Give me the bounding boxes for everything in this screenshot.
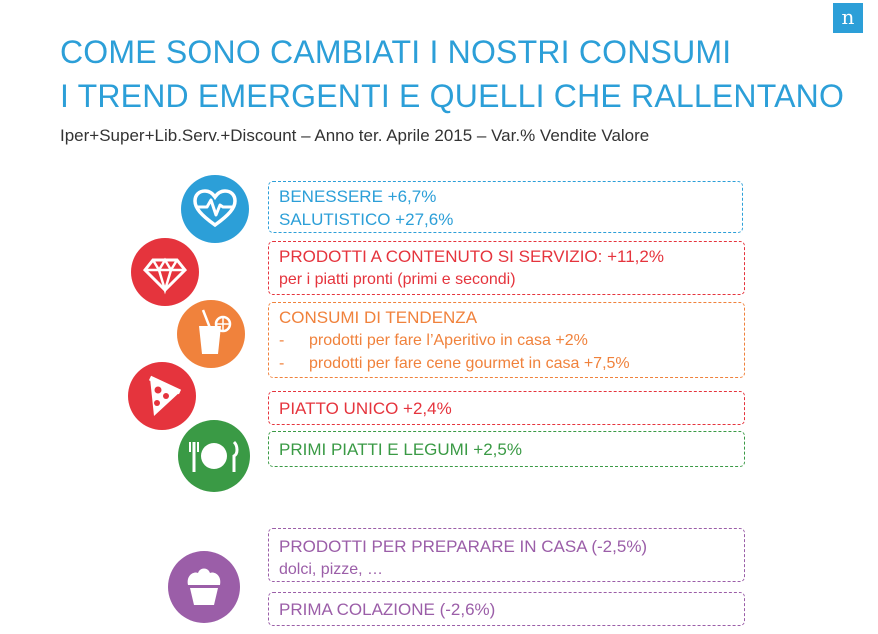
casa-box: PRODOTTI PER PREPARARE IN CASA (-2,5%) d…	[268, 528, 745, 582]
nielsen-logo: n	[833, 3, 863, 33]
casa-title: PRODOTTI PER PREPARARE IN CASA (-2,5%)	[279, 537, 648, 556]
tendenza-bullet-aperitivo: - prodotti per fare l’Aperitivo in casa +…	[279, 329, 734, 352]
drink-icon	[177, 300, 245, 368]
tendenza-box: CONSUMI DI TENDENZA - prodotti per fare l…	[268, 302, 745, 378]
benessere-label: BENESSERE +6,7%	[279, 187, 437, 206]
subtitle: Iper+Super+Lib.Serv.+Discount – Anno ter…	[60, 126, 650, 145]
title-line-1: COME SONO CAMBIATI I NOSTRI CONSUMI	[60, 34, 732, 70]
cupcake-icon	[168, 551, 240, 623]
bullet-dash: -	[279, 355, 285, 372]
tendenza-title: CONSUMI DI TENDENZA	[279, 308, 478, 327]
pizza-icon	[128, 362, 196, 430]
gourmet-text: prodotti per fare cene gourmet in casa +…	[309, 355, 630, 372]
colazione-box: PRIMA COLAZIONE (-2,6%)	[268, 592, 745, 626]
primi-label: PRIMI PIATTI E LEGUMI +2,5%	[279, 440, 522, 459]
title-line-2: I TREND EMERGENTI E QUELLI CHE RALLENTAN…	[60, 78, 845, 114]
heart-pulse-icon	[181, 175, 249, 243]
piatto-unico-box: PIATTO UNICO +2,4%	[268, 391, 745, 425]
bullet-dash: -	[279, 332, 285, 349]
servizio-title: PRODOTTI A CONTENUTO SI SERVIZIO: +11,2%	[279, 247, 664, 266]
diamond-icon	[131, 238, 199, 306]
primi-box: PRIMI PIATTI E LEGUMI +2,5%	[268, 431, 745, 467]
benessere-box: BENESSERE +6,7% SALUTISTICO +27,6%	[268, 181, 743, 233]
plate-cutlery-icon	[178, 420, 250, 492]
servizio-detail: per i piatti pronti (primi e secondi)	[279, 271, 516, 288]
piatto-unico-label: PIATTO UNICO +2,4%	[279, 399, 452, 418]
salutistico-label: SALUTISTICO +27,6%	[279, 210, 454, 229]
aperitivo-text: prodotti per fare l’Aperitivo in casa +2…	[309, 332, 588, 349]
tendenza-bullet-gourmet: - prodotti per fare cene gourmet in casa …	[279, 352, 734, 375]
casa-detail: dolci, pizze, …	[279, 561, 384, 578]
colazione-label: PRIMA COLAZIONE (-2,6%)	[279, 600, 496, 619]
servizio-box: PRODOTTI A CONTENUTO SI SERVIZIO: +11,2%…	[268, 241, 745, 295]
